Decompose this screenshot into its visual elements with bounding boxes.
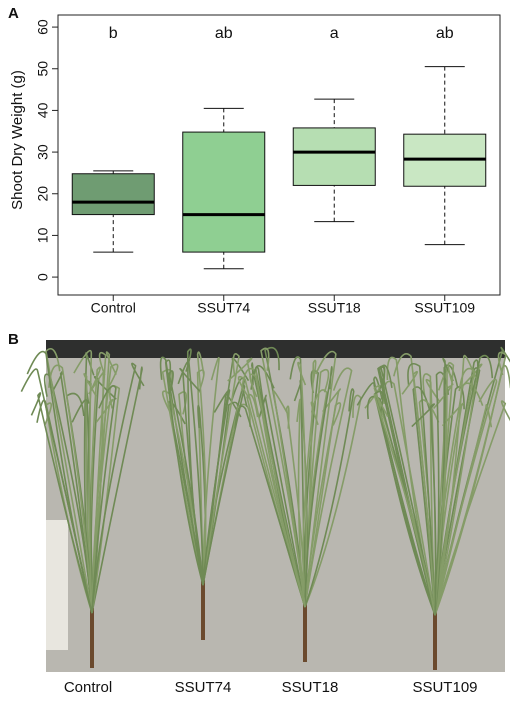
box <box>182 131 266 253</box>
significance-letter: ab <box>215 25 233 42</box>
y-tick-label: 40 <box>35 102 51 118</box>
photo-label: SSUT74 <box>175 679 232 696</box>
needle <box>434 400 510 616</box>
needle <box>164 359 204 586</box>
photo-label: SSUT18 <box>282 679 339 696</box>
box <box>292 127 376 186</box>
y-tick-label: 50 <box>35 61 51 77</box>
needle <box>373 393 436 616</box>
y-tick-label: 10 <box>35 227 51 243</box>
x-tick-label: Control <box>91 300 136 316</box>
needle <box>411 403 437 616</box>
needle <box>260 347 306 608</box>
needle <box>302 401 319 608</box>
needle <box>434 367 476 616</box>
y-tick-label: 20 <box>35 186 51 202</box>
needle <box>234 405 306 608</box>
needle <box>356 382 436 616</box>
y-tick-label: 60 <box>35 19 51 35</box>
needle <box>407 362 436 616</box>
needle <box>196 351 207 586</box>
needle <box>304 394 362 608</box>
significance-letter: b <box>109 25 118 42</box>
needle <box>91 366 143 614</box>
needle <box>304 388 355 608</box>
needle <box>304 350 337 608</box>
needle <box>45 347 93 614</box>
photo <box>20 340 510 672</box>
y-tick-label: 0 <box>35 273 51 281</box>
needle <box>434 363 483 616</box>
needle <box>377 365 436 616</box>
needle <box>227 357 306 608</box>
needle <box>202 356 220 586</box>
needle <box>304 367 353 608</box>
needle <box>304 365 333 608</box>
panel-label: A <box>8 5 19 22</box>
needle <box>434 378 498 616</box>
needle <box>434 351 507 616</box>
panel-label: B <box>8 331 19 348</box>
needle <box>434 357 454 616</box>
photo-label: SSUT109 <box>412 679 477 696</box>
needle <box>434 361 455 616</box>
y-axis-label: Shoot Dry Weight (g) <box>9 70 26 210</box>
x-tick-label: SSUT109 <box>414 300 475 316</box>
needle <box>177 360 204 586</box>
needle <box>161 368 204 586</box>
box <box>71 173 155 216</box>
x-tick-label: SSUT74 <box>197 300 250 316</box>
needle <box>50 370 93 614</box>
needle <box>373 390 436 616</box>
needle <box>71 399 93 614</box>
x-tick-label: SSUT18 <box>308 300 361 316</box>
needle <box>91 385 121 614</box>
needle <box>91 351 107 614</box>
needle <box>179 367 204 586</box>
needle <box>434 354 477 616</box>
needle <box>30 392 93 614</box>
needle <box>48 364 93 614</box>
needle <box>168 370 204 586</box>
needle <box>289 356 306 608</box>
needle <box>297 361 308 608</box>
needle <box>258 394 306 608</box>
photo-label: Control <box>64 679 112 696</box>
y-tick-label: 30 <box>35 144 51 160</box>
needle <box>91 385 117 614</box>
plot-frame <box>57 14 501 296</box>
significance-letter: ab <box>436 25 454 42</box>
significance-letter: a <box>330 25 339 42</box>
needle <box>91 362 145 614</box>
needle <box>202 389 231 586</box>
needle <box>202 352 240 586</box>
needle <box>73 349 93 614</box>
needle <box>401 370 436 616</box>
needle <box>296 398 306 608</box>
ruler <box>46 520 68 650</box>
needle <box>26 350 93 614</box>
